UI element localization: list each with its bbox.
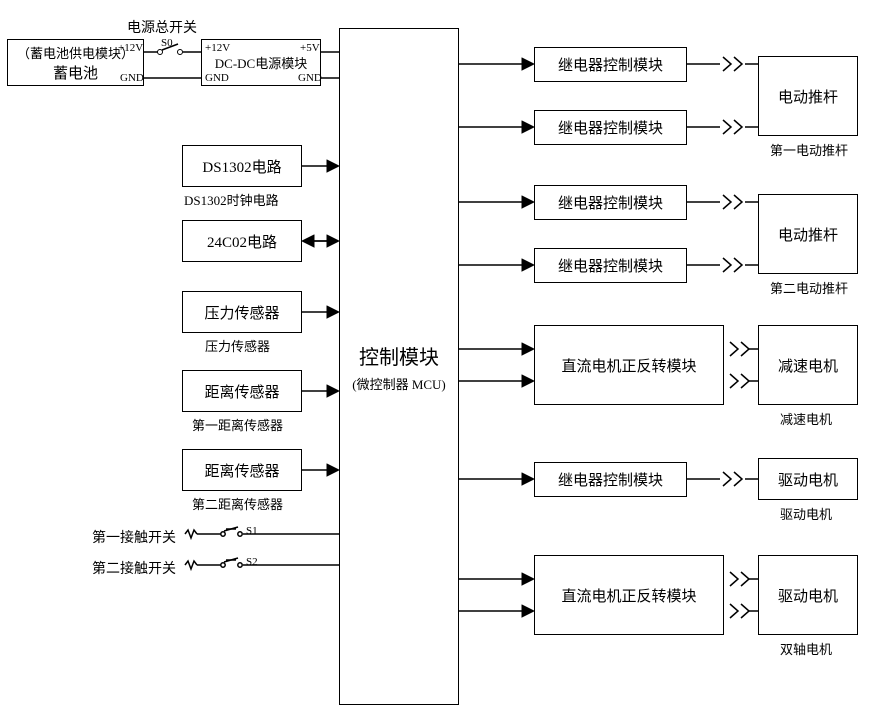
control-sub: (微控制器 MCU) bbox=[352, 374, 446, 393]
relay5: 继电器控制模块 bbox=[534, 462, 687, 497]
drive2-text: 驱动电机 bbox=[778, 585, 838, 606]
distance2-box: 距离传感器 bbox=[182, 449, 302, 491]
switch1-label: 第一接触开关 bbox=[92, 527, 176, 547]
relay5-text: 继电器控制模块 bbox=[558, 469, 663, 490]
distance1-text: 距离传感器 bbox=[204, 381, 279, 402]
power-switch-title: 电源总开关 bbox=[127, 17, 197, 37]
relay1: 继电器控制模块 bbox=[534, 47, 687, 82]
distance2-text: 距离传感器 bbox=[204, 460, 279, 481]
actuator1-text: 电动推杆 bbox=[778, 86, 838, 107]
drive1: 驱动电机 bbox=[758, 458, 858, 500]
battery-12v: +12V bbox=[118, 42, 143, 54]
battery-gnd: GND bbox=[120, 72, 144, 84]
dcdc-gnd-out: GND bbox=[298, 72, 322, 84]
relay3-text: 继电器控制模块 bbox=[558, 192, 663, 213]
drive1-text: 驱动电机 bbox=[778, 469, 838, 490]
pressure-caption: 压力传感器 bbox=[205, 336, 270, 355]
dcfwd2: 直流电机正反转模块 bbox=[534, 555, 724, 635]
switch2-label: 第二接触开关 bbox=[92, 558, 176, 578]
relay2-text: 继电器控制模块 bbox=[558, 117, 663, 138]
actuator2: 电动推杆 bbox=[758, 194, 858, 274]
distance2-caption: 第二距离传感器 bbox=[192, 494, 283, 513]
dcfwd2-text: 直流电机正反转模块 bbox=[561, 585, 696, 606]
control-title: 控制模块 bbox=[359, 341, 439, 370]
ds1302-text: DS1302电路 bbox=[202, 156, 281, 177]
drive2-caption: 双轴电机 bbox=[780, 639, 832, 658]
actuator1-caption: 第一电动推杆 bbox=[770, 140, 848, 159]
relay4-text: 继电器控制模块 bbox=[558, 255, 663, 276]
eeprom-box: 24C02电路 bbox=[182, 220, 302, 262]
drive1-caption: 驱动电机 bbox=[780, 504, 832, 523]
gear-motor: 减速电机 bbox=[758, 325, 858, 405]
dcfwd1: 直流电机正反转模块 bbox=[534, 325, 724, 405]
control-module: 控制模块 (微控制器 MCU) bbox=[339, 28, 459, 705]
battery-line1: （蓄电池供电模块） bbox=[17, 43, 134, 62]
actuator2-caption: 第二电动推杆 bbox=[770, 278, 848, 297]
dcdc-12v-in: +12V bbox=[205, 42, 230, 54]
relay4: 继电器控制模块 bbox=[534, 248, 687, 283]
dcdc-gnd-in: GND bbox=[205, 72, 229, 84]
s0-label: S0 bbox=[161, 37, 173, 49]
pressure-box: 压力传感器 bbox=[182, 291, 302, 333]
eeprom-text: 24C02电路 bbox=[207, 231, 277, 252]
pressure-text: 压力传感器 bbox=[204, 302, 279, 323]
relay3: 继电器控制模块 bbox=[534, 185, 687, 220]
distance1-caption: 第一距离传感器 bbox=[192, 415, 283, 434]
dcdc-5v-out: +5V bbox=[300, 42, 320, 54]
ds1302-caption: DS1302时钟电路 bbox=[184, 190, 279, 209]
distance1-box: 距离传感器 bbox=[182, 370, 302, 412]
drive2: 驱动电机 bbox=[758, 555, 858, 635]
relay1-text: 继电器控制模块 bbox=[558, 54, 663, 75]
ds1302-box: DS1302电路 bbox=[182, 145, 302, 187]
battery-line2: 蓄电池 bbox=[53, 62, 98, 83]
dcfwd1-text: 直流电机正反转模块 bbox=[561, 355, 696, 376]
relay2: 继电器控制模块 bbox=[534, 110, 687, 145]
gear-caption: 减速电机 bbox=[780, 409, 832, 428]
s2-label: S2 bbox=[246, 556, 258, 568]
actuator1: 电动推杆 bbox=[758, 56, 858, 136]
gear-text: 减速电机 bbox=[778, 355, 838, 376]
s1-label: S1 bbox=[246, 525, 258, 537]
actuator2-text: 电动推杆 bbox=[778, 224, 838, 245]
dcdc-text: DC-DC电源模块 bbox=[215, 53, 307, 72]
